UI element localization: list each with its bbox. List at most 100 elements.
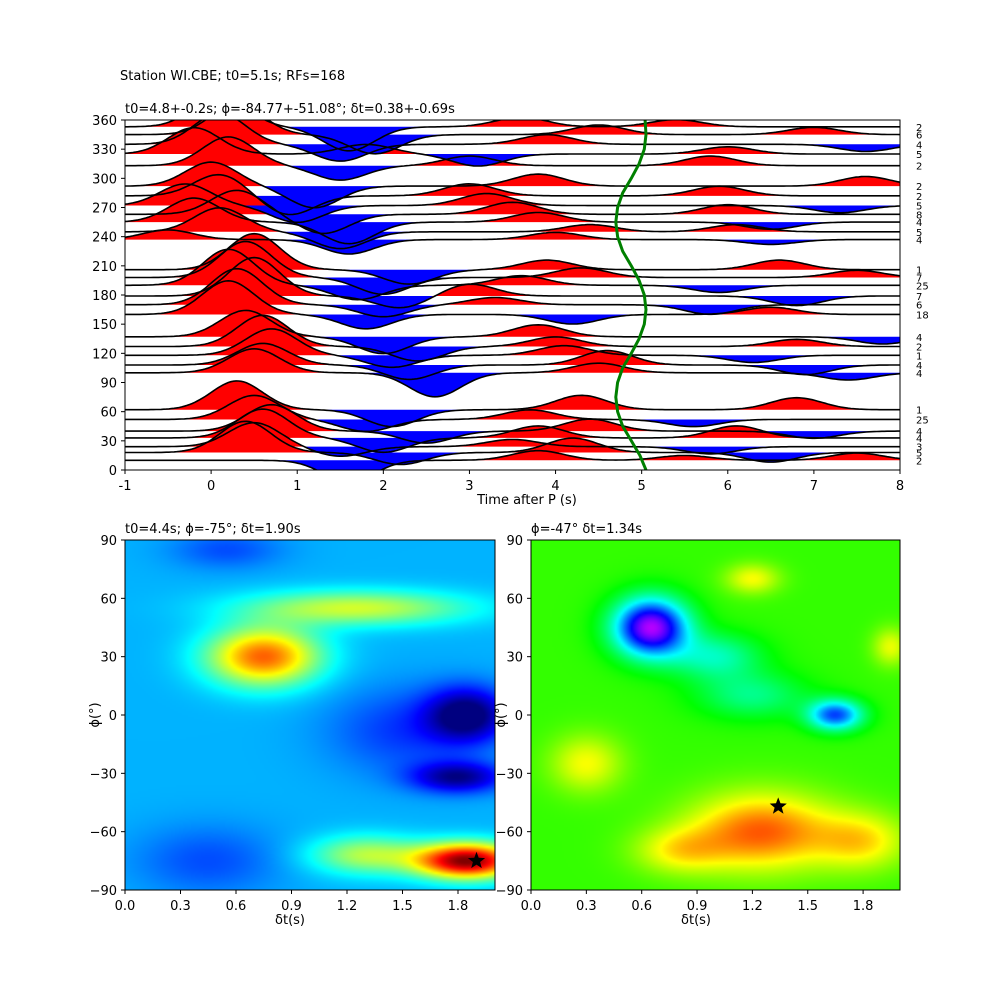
negative-fill bbox=[287, 165, 407, 181]
heatmap-right-x-ticks: 0.0 0.3 0.6 0.9 1.2 1.5 1.8 bbox=[521, 890, 874, 914]
x-tick-label: 0.0 bbox=[521, 899, 542, 914]
wiggle-x-label: Time after P (s) bbox=[476, 493, 577, 508]
negative-fill bbox=[662, 239, 900, 245]
positive-fill bbox=[484, 267, 900, 278]
x-tick-label: 1.8 bbox=[853, 899, 874, 914]
receiver-function-trace bbox=[125, 403, 900, 444]
trace-fills bbox=[125, 120, 900, 470]
x-tick-label: 0.6 bbox=[631, 899, 652, 914]
heatmap-right-y-ticks: −90 −60 −30 0 30 60 90 bbox=[496, 534, 531, 899]
receiver-function-trace bbox=[125, 183, 900, 224]
x-tick-label: 2 bbox=[379, 479, 387, 494]
wiggle-panel-title: t0=4.8+-0.2s; ϕ=-84.77+-51.08°; δt=0.38+… bbox=[125, 102, 455, 117]
positive-fill bbox=[453, 232, 663, 240]
y-tick-label: 150 bbox=[92, 318, 117, 333]
receiver-function-trace bbox=[125, 197, 900, 245]
positive-fill bbox=[125, 230, 257, 240]
y-tick-label: 90 bbox=[506, 534, 523, 549]
trace-count: 2 bbox=[916, 456, 922, 467]
trace-count: 25 bbox=[916, 281, 929, 292]
negative-fill bbox=[300, 314, 673, 329]
trace-count: 4 bbox=[916, 218, 922, 229]
trace-count: 4 bbox=[916, 140, 922, 151]
x-tick-label: 1.2 bbox=[337, 899, 358, 914]
negative-fill bbox=[706, 365, 900, 375]
x-tick-label: 7 bbox=[810, 479, 818, 494]
positive-fill bbox=[445, 450, 900, 461]
y-tick-label: 180 bbox=[92, 289, 117, 304]
negative-fill bbox=[326, 437, 461, 453]
positive-fill bbox=[460, 324, 712, 337]
x-tick-label: 0.6 bbox=[226, 899, 247, 914]
x-tick-label: 0.3 bbox=[576, 899, 597, 914]
positive-fill bbox=[602, 146, 900, 155]
positive-fill bbox=[125, 233, 335, 270]
negative-fill bbox=[336, 364, 508, 380]
trace-count: 5 bbox=[916, 449, 922, 460]
positive-fill bbox=[125, 310, 317, 337]
negative-fill bbox=[654, 222, 900, 230]
receiver-function-trace bbox=[125, 256, 900, 309]
y-tick-label: 210 bbox=[92, 260, 117, 275]
positive-fill bbox=[440, 275, 621, 286]
x-tick-label: 6 bbox=[724, 479, 732, 494]
y-tick-label: −60 bbox=[90, 826, 117, 841]
trace-count: 18 bbox=[916, 310, 929, 321]
y-tick-label: 0 bbox=[109, 709, 117, 724]
y-tick-label: 30 bbox=[100, 435, 117, 450]
negative-fill bbox=[631, 295, 900, 306]
heatmap-right-image bbox=[531, 540, 900, 890]
y-tick-label: 30 bbox=[100, 651, 117, 666]
trace-count: 4 bbox=[916, 333, 922, 344]
positive-fill bbox=[125, 380, 317, 410]
negative-fill bbox=[610, 446, 900, 454]
receiver-function-trace bbox=[125, 380, 900, 428]
receiver-function-trace bbox=[125, 267, 900, 318]
negative-fill bbox=[326, 452, 485, 465]
heatmap-left-y-label: ϕ(°) bbox=[88, 702, 103, 727]
trace-count: 1 bbox=[916, 406, 922, 417]
x-tick-label: 8 bbox=[896, 479, 904, 494]
heatmap-right-y-label: ϕ(°) bbox=[494, 702, 509, 727]
wiggle-panel: t0=4.8+-0.2s; ϕ=-84.77+-51.08°; δt=0.38+… bbox=[92, 102, 929, 508]
trace-count: 1 bbox=[916, 351, 922, 362]
negative-fill bbox=[331, 295, 433, 308]
positive-fill bbox=[427, 174, 900, 187]
x-tick-label: 1 bbox=[293, 479, 301, 494]
receiver-function-trace bbox=[125, 394, 900, 433]
x-tick-label: 1.8 bbox=[448, 899, 469, 914]
x-tick-label: -1 bbox=[119, 479, 132, 494]
trace-count: 4 bbox=[916, 369, 922, 380]
negative-fill bbox=[621, 285, 900, 293]
trace-count: 4 bbox=[916, 361, 922, 372]
negative-fill bbox=[610, 419, 900, 427]
trace-count: 2 bbox=[916, 192, 922, 203]
wiggle-y-ticks: 0 30 60 90 120 150 180 210 240 270 300 330 360 bbox=[92, 114, 125, 479]
x-tick-label: 0.3 bbox=[170, 899, 191, 914]
x-tick-label: 1.2 bbox=[742, 899, 763, 914]
trace-count: 2 bbox=[916, 162, 922, 173]
heatmap-right-x-label: δt(s) bbox=[681, 913, 711, 928]
y-tick-label: 60 bbox=[100, 592, 117, 607]
receiver-function-trace bbox=[125, 120, 900, 152]
y-tick-label: 0 bbox=[515, 709, 523, 724]
y-tick-label: −90 bbox=[90, 884, 117, 899]
negative-fill bbox=[334, 269, 479, 285]
negative-fill bbox=[721, 372, 900, 380]
receiver-function-trace bbox=[125, 232, 900, 285]
trace-count: 7 bbox=[916, 274, 922, 285]
negative-fill bbox=[662, 205, 900, 213]
heatmap-right: ϕ=-47° δt=1.34s 0.0 0.3 0.6 0.9 1.2 1.5 1.8 −9… bbox=[494, 522, 901, 928]
negative-fill bbox=[711, 336, 900, 344]
y-tick-label: −30 bbox=[496, 767, 523, 782]
positive-fill bbox=[416, 202, 900, 215]
receiver-function-trace bbox=[125, 229, 900, 255]
trace-count: 25 bbox=[916, 415, 929, 426]
negative-fill bbox=[313, 304, 441, 317]
trace-lines bbox=[125, 120, 900, 470]
best-fit-star-left bbox=[467, 851, 486, 869]
receiver-function-trace bbox=[125, 240, 900, 296]
heatmap-left-title: t0=4.4s; ϕ=-75°; δt=1.90s bbox=[125, 522, 301, 537]
x-tick-label: 1.5 bbox=[392, 899, 413, 914]
